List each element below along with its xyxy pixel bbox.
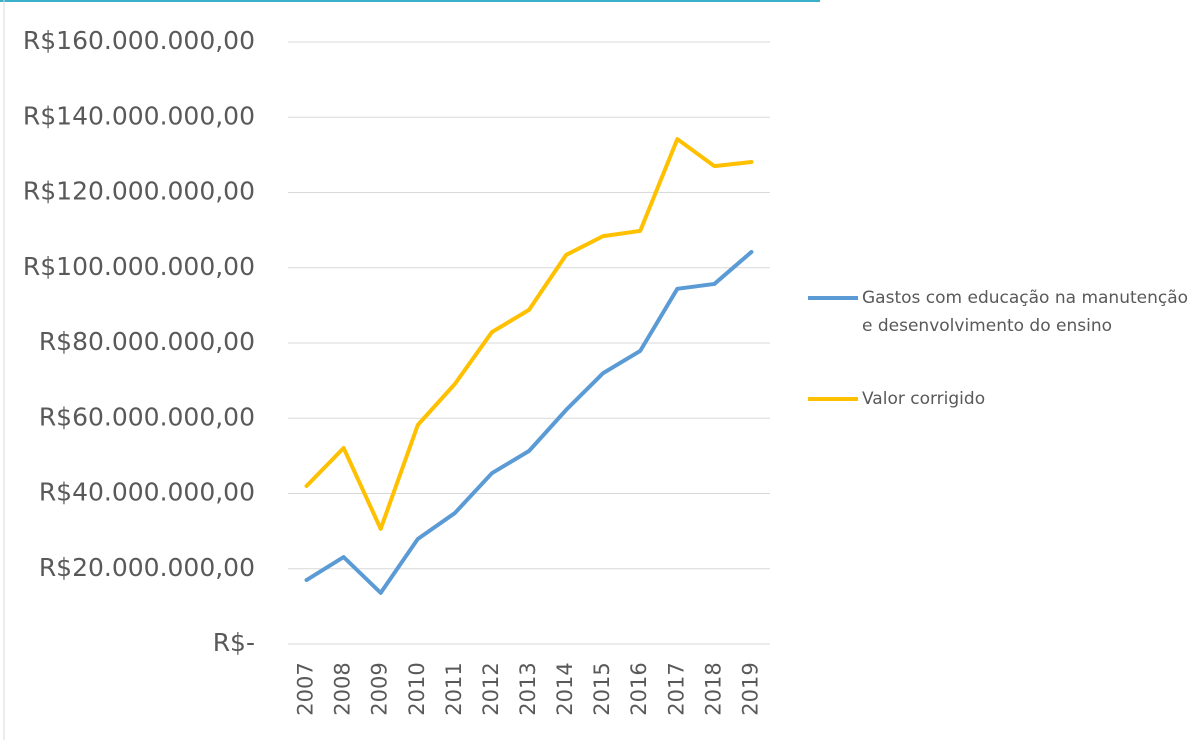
y-tick-label: R$-: [213, 628, 255, 657]
y-tick-label: R$40.000.000,00: [39, 478, 255, 507]
x-tick-label: 2014: [553, 662, 577, 715]
legend-label: Valor corrigido: [862, 389, 986, 409]
y-tick-label: R$140.000.000,00: [23, 101, 255, 130]
y-tick-label: R$160.000.000,00: [23, 26, 255, 55]
legend-label: Gastos com educação na manutenção e dese…: [862, 288, 1189, 336]
x-tick-label: 2008: [331, 662, 355, 715]
x-tick-label: 2015: [590, 662, 614, 715]
x-tick-label: 2017: [664, 662, 688, 715]
data-line: [304, 137, 754, 531]
y-tick-label: R$20.000.000,00: [39, 553, 255, 582]
data-line: [304, 249, 754, 595]
x-tick-label: 2018: [701, 662, 725, 715]
x-tick-label: 2007: [294, 662, 318, 715]
y-tick-label: R$100.000.000,00: [23, 252, 255, 281]
x-tick-label: 2019: [738, 662, 762, 715]
y-tick-label: R$80.000.000,00: [39, 327, 255, 356]
x-tick-label: 2010: [405, 662, 429, 715]
x-tick-label: 2016: [627, 662, 651, 715]
x-tick-label: 2009: [368, 662, 392, 715]
x-tick-label: 2012: [479, 662, 503, 715]
y-tick-label: R$120.000.000,00: [23, 177, 255, 206]
y-tick-label: R$60.000.000,00: [39, 402, 255, 431]
x-tick-label: 2011: [442, 662, 466, 715]
x-tick-label: 2013: [516, 662, 540, 715]
